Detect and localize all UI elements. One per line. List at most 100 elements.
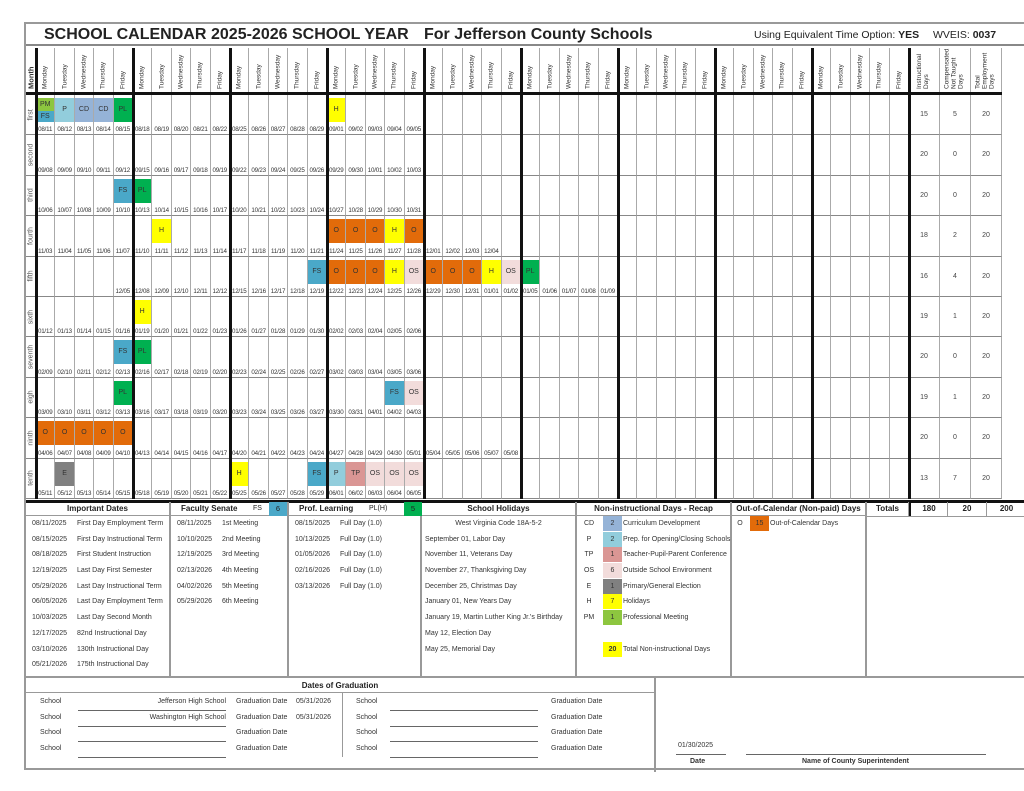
calendar-day-cell[interactable]: 01/13	[55, 297, 75, 338]
calendar-day-cell[interactable]	[540, 297, 560, 338]
calendar-day-cell[interactable]	[734, 337, 754, 378]
calendar-day-cell[interactable]: 01/14	[74, 297, 95, 338]
calendar-day-cell[interactable]	[482, 297, 502, 338]
calendar-day-cell[interactable]	[850, 458, 871, 499]
calendar-day-cell[interactable]: H 11/11	[152, 216, 172, 257]
calendar-day-cell[interactable]: H 01/01	[482, 256, 502, 297]
calendar-day-cell[interactable]	[559, 377, 580, 419]
calendar-day-cell[interactable]	[773, 337, 793, 378]
calendar-day-cell[interactable]	[424, 377, 444, 419]
calendar-day-cell[interactable]: 08/26	[249, 95, 269, 136]
calendar-day-cell[interactable]	[501, 175, 521, 217]
calendar-day-cell[interactable]: 02/17	[152, 337, 172, 378]
calendar-day-cell[interactable]	[850, 216, 871, 257]
calendar-day-cell[interactable]	[773, 216, 793, 257]
calendar-day-cell[interactable]: 03/30	[327, 377, 347, 419]
calendar-day-cell[interactable]	[695, 418, 715, 459]
calendar-day-cell[interactable]	[656, 256, 677, 297]
calendar-day-cell[interactable]	[521, 135, 541, 176]
calendar-day-cell[interactable]: FS 12/19	[307, 256, 327, 297]
calendar-day-cell[interactable]	[695, 256, 715, 297]
calendar-day-cell[interactable]: 04/15	[171, 418, 192, 459]
calendar-day-cell[interactable]	[618, 337, 638, 378]
calendar-day-cell[interactable]	[618, 256, 638, 297]
calendar-day-cell[interactable]: 09/18	[191, 135, 211, 176]
calendar-day-cell[interactable]: 12/09	[152, 256, 172, 297]
calendar-day-cell[interactable]: FS 10/10	[113, 175, 133, 217]
calendar-day-cell[interactable]	[618, 377, 638, 419]
calendar-day-cell[interactable]	[831, 377, 851, 419]
calendar-day-cell[interactable]	[734, 216, 754, 257]
calendar-day-cell[interactable]: 08/29	[307, 95, 327, 136]
calendar-day-cell[interactable]	[579, 458, 599, 499]
calendar-day-cell[interactable]: O 11/26	[365, 216, 386, 257]
calendar-day-cell[interactable]: 10/07	[55, 175, 75, 217]
calendar-day-cell[interactable]: 09/24	[268, 135, 289, 176]
calendar-day-cell[interactable]	[637, 377, 657, 419]
calendar-day-cell[interactable]	[831, 175, 851, 217]
calendar-day-cell[interactable]	[462, 297, 483, 338]
calendar-day-cell[interactable]	[792, 418, 812, 459]
calendar-day-cell[interactable]: 05/15	[113, 458, 133, 499]
calendar-day-cell[interactable]	[773, 377, 793, 419]
calendar-day-cell[interactable]: 11/13	[191, 216, 211, 257]
calendar-day-cell[interactable]	[850, 337, 871, 378]
calendar-day-cell[interactable]: 03/12	[94, 377, 114, 419]
calendar-day-cell[interactable]: 09/11	[94, 135, 114, 176]
calendar-day-cell[interactable]	[792, 216, 812, 257]
calendar-day-cell[interactable]: 10/20	[230, 175, 250, 217]
calendar-day-cell[interactable]: O 11/25	[346, 216, 366, 257]
calendar-day-cell[interactable]	[850, 256, 871, 297]
calendar-day-cell[interactable]	[521, 377, 541, 419]
calendar-day-cell[interactable]: 03/04	[365, 337, 386, 378]
calendar-day-cell[interactable]: O 12/30	[443, 256, 463, 297]
calendar-day-cell[interactable]: 01/15	[94, 297, 114, 338]
calendar-day-cell[interactable]: H 09/01	[327, 95, 347, 136]
calendar-day-cell[interactable]	[792, 337, 812, 378]
calendar-day-cell[interactable]: 10/28	[346, 175, 366, 217]
calendar-day-cell[interactable]	[792, 256, 812, 297]
calendar-day-cell[interactable]: OS 12/26	[404, 256, 424, 297]
calendar-day-cell[interactable]: OS 06/03	[365, 458, 386, 499]
calendar-day-cell[interactable]: 05/20	[171, 458, 192, 499]
calendar-day-cell[interactable]	[792, 377, 812, 419]
calendar-day-cell[interactable]	[462, 95, 483, 136]
calendar-day-cell[interactable]: 04/14	[152, 418, 172, 459]
calendar-day-cell[interactable]: 08/25	[230, 95, 250, 136]
calendar-day-cell[interactable]	[831, 256, 851, 297]
calendar-day-cell[interactable]	[812, 135, 832, 176]
calendar-day-cell[interactable]	[676, 175, 696, 217]
calendar-day-cell[interactable]	[695, 377, 715, 419]
calendar-day-cell[interactable]	[598, 377, 618, 419]
calendar-day-cell[interactable]: 11/10	[133, 216, 153, 257]
calendar-day-cell[interactable]	[676, 458, 696, 499]
calendar-day-cell[interactable]	[889, 216, 909, 257]
calendar-day-cell[interactable]	[812, 256, 832, 297]
calendar-day-cell[interactable]	[773, 95, 793, 136]
calendar-day-cell[interactable]	[715, 418, 735, 459]
calendar-day-cell[interactable]: O 12/22	[327, 256, 347, 297]
calendar-day-cell[interactable]	[559, 216, 580, 257]
calendar-day-cell[interactable]	[637, 175, 657, 217]
calendar-day-cell[interactable]: 08/21	[191, 95, 211, 136]
calendar-day-cell[interactable]: PL 02/16	[133, 337, 153, 378]
calendar-day-cell[interactable]	[482, 175, 502, 217]
calendar-day-cell[interactable]: 04/17	[210, 418, 230, 459]
calendar-day-cell[interactable]: 10/08	[74, 175, 95, 217]
calendar-day-cell[interactable]: 03/02	[327, 337, 347, 378]
calendar-day-cell[interactable]	[676, 337, 696, 378]
calendar-day-cell[interactable]: 01/27	[249, 297, 269, 338]
calendar-day-cell[interactable]	[831, 458, 851, 499]
calendar-day-cell[interactable]	[734, 458, 754, 499]
calendar-day-cell[interactable]	[637, 256, 657, 297]
calendar-day-cell[interactable]: 10/16	[191, 175, 211, 217]
calendar-day-cell[interactable]	[656, 297, 677, 338]
calendar-day-cell[interactable]: O 04/08	[74, 418, 95, 459]
calendar-day-cell[interactable]: 04/22	[268, 418, 289, 459]
calendar-day-cell[interactable]: 10/01	[365, 135, 386, 176]
calendar-day-cell[interactable]	[812, 216, 832, 257]
calendar-day-cell[interactable]	[521, 337, 541, 378]
calendar-day-cell[interactable]: 02/12	[94, 337, 114, 378]
calendar-day-cell[interactable]	[656, 337, 677, 378]
calendar-day-cell[interactable]	[462, 135, 483, 176]
